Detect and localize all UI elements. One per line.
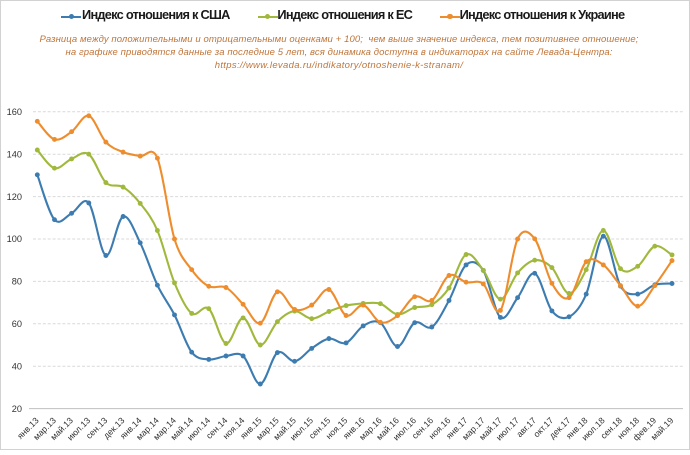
svg-text:160: 160: [7, 107, 22, 117]
svg-text:140: 140: [7, 149, 22, 159]
svg-text:60: 60: [12, 319, 22, 329]
svg-text:100: 100: [7, 234, 22, 244]
svg-text:80: 80: [12, 277, 22, 287]
svg-text:120: 120: [7, 192, 22, 202]
svg-text:40: 40: [12, 361, 22, 371]
svg-text:20: 20: [12, 404, 22, 414]
